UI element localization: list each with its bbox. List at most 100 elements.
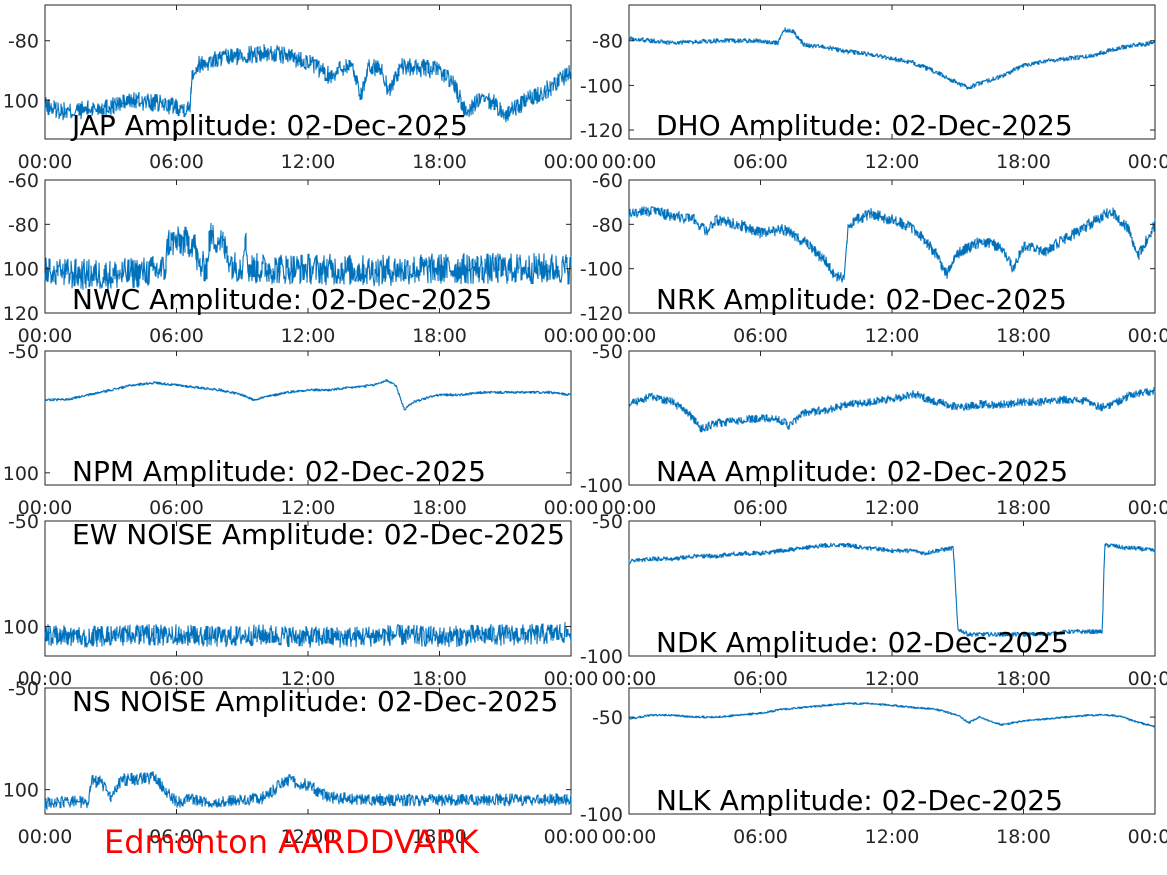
x-tick-label: 18:00 — [412, 151, 467, 173]
panel-title: NAA Amplitude: 02-Dec-2025 — [656, 455, 1068, 488]
x-tick-label: 00:00 — [602, 497, 657, 519]
x-tick-label: 12:00 — [865, 325, 920, 347]
y-tick-label: -100 — [580, 75, 623, 97]
series-line — [44, 379, 572, 411]
x-tick-label: 00:00 — [18, 668, 73, 690]
x-tick-label: 06:00 — [149, 325, 204, 347]
y-tick-label: -50 — [8, 511, 39, 533]
x-tick-label: 12:00 — [281, 151, 336, 173]
y-tick-label: -50 — [592, 707, 623, 729]
x-tick-label: 06:00 — [149, 151, 204, 173]
y-tick-label: -60 — [592, 170, 623, 192]
chart-panel: -60-80-100-12000:0006:0012:0018:0000:00N… — [580, 170, 1167, 347]
y-tick-label: -50 — [592, 341, 623, 363]
x-tick-label: 18:00 — [412, 497, 467, 519]
x-tick-label: 00:00 — [1128, 497, 1167, 519]
x-tick-label: 06:00 — [733, 497, 788, 519]
x-tick-label: 00:00 — [18, 497, 73, 519]
x-tick-label: 06:00 — [733, 826, 788, 848]
series-line — [628, 206, 1156, 283]
y-tick-label: -80 — [592, 31, 623, 53]
x-tick-label: 00:00 — [1128, 826, 1167, 848]
x-tick-label: 18:00 — [996, 151, 1051, 173]
y-tick-label: -100 — [580, 475, 623, 497]
x-tick-label: 00:00 — [602, 151, 657, 173]
panel-title: NS NOISE Amplitude: 02-Dec-2025 — [72, 685, 558, 718]
x-tick-label: 18:00 — [412, 668, 467, 690]
y-tick-label: -120 — [580, 120, 623, 142]
x-tick-label: 06:00 — [149, 826, 204, 848]
x-tick-label: 12:00 — [865, 826, 920, 848]
y-tick-label: -120 — [580, 303, 623, 325]
x-tick-label: 12:00 — [865, 668, 920, 690]
x-tick-label: 18:00 — [996, 497, 1051, 519]
y-tick-label: 100 — [3, 259, 39, 281]
y-tick-label: -60 — [8, 170, 39, 192]
panel-title: JAP Amplitude: 02-Dec-2025 — [70, 109, 468, 142]
y-tick-label: -50 — [592, 511, 623, 533]
x-tick-label: 18:00 — [996, 668, 1051, 690]
panel-title: NLK Amplitude: 02-Dec-2025 — [656, 784, 1063, 817]
y-tick-label: 120 — [3, 303, 39, 325]
y-tick-label: 100 — [3, 780, 39, 802]
x-tick-label: 00:00 — [544, 151, 599, 173]
series-line — [44, 771, 572, 810]
y-tick-label: -80 — [8, 214, 39, 236]
x-tick-label: 06:00 — [149, 668, 204, 690]
x-tick-label: 06:00 — [149, 497, 204, 519]
x-tick-label: 06:00 — [733, 151, 788, 173]
x-tick-label: 12:00 — [281, 497, 336, 519]
x-tick-label: 12:00 — [865, 497, 920, 519]
panel-title: NDK Amplitude: 02-Dec-2025 — [656, 626, 1069, 659]
x-tick-label: 12:00 — [865, 151, 920, 173]
x-tick-label: 00:00 — [602, 668, 657, 690]
chart-panel: -50 100 00:00 06:00 12:00 18:00 00:00 NS NOISE … — [3, 678, 599, 848]
y-tick-label: -50 — [8, 341, 39, 363]
y-tick-label: -100 — [580, 259, 623, 281]
x-tick-label: 00:00 — [1128, 668, 1167, 690]
x-tick-label: 00:00 — [18, 826, 73, 848]
chart-panel: -80 100 00:00 06:00 12:00 18:00 00:00 JAP Ampli… — [3, 4, 599, 173]
y-tick-label: 100 — [3, 616, 39, 638]
chart-panel: -50 100 00:00 06:00 12:00 18:00 00:00 EW NOISE … — [3, 511, 599, 690]
series-line — [628, 702, 1156, 728]
y-tick-label: -100 — [580, 804, 623, 826]
x-tick-label: 06:00 — [733, 325, 788, 347]
x-tick-label: 00:00 — [544, 325, 599, 347]
y-tick-label: -80 — [592, 214, 623, 236]
y-tick-label: -80 — [8, 31, 39, 53]
series-line — [628, 542, 1156, 638]
x-tick-label: 00:00 — [544, 826, 599, 848]
chart-panel: -50 100 00:00 06:00 12:00 18:00 00:00 NPM Ampli… — [3, 341, 599, 519]
chart-panel: -80 -100 -120 00:00 06:00 12:00 18:00 00:00 DHO … — [580, 4, 1167, 173]
x-tick-label: 12:00 — [281, 325, 336, 347]
x-tick-label: 00:00 — [602, 826, 657, 848]
x-tick-label: 18:00 — [412, 826, 467, 848]
panel-title: NWC Amplitude: 02-Dec-2025 — [72, 283, 492, 316]
x-tick-label: 00:00 — [1128, 325, 1167, 347]
y-tick-label: 100 — [3, 463, 39, 485]
x-tick-label: 18:00 — [996, 826, 1051, 848]
panel-title: NRK Amplitude: 02-Dec-2025 — [656, 283, 1067, 316]
y-tick-label: -50 — [8, 678, 39, 700]
x-tick-label: 18:00 — [996, 325, 1051, 347]
x-tick-label: 00:00 — [544, 668, 599, 690]
y-tick-label: 100 — [3, 90, 39, 112]
x-tick-label: 18:00 — [412, 325, 467, 347]
panel-title: NPM Amplitude: 02-Dec-2025 — [72, 455, 486, 488]
panel-title: EW NOISE Amplitude: 02-Dec-2025 — [72, 518, 565, 551]
footer-title: Edmonton AARDDVARK — [104, 823, 480, 861]
x-tick-label: 00:00 — [18, 325, 73, 347]
x-tick-label: 00:00 — [602, 325, 657, 347]
x-tick-label: 12:00 — [281, 826, 336, 848]
series-line — [44, 222, 572, 292]
panel-title: DHO Amplitude: 02-Dec-2025 — [656, 109, 1073, 142]
x-tick-label: 06:00 — [733, 668, 788, 690]
series-line — [44, 43, 572, 123]
x-tick-label: 00:00 — [18, 151, 73, 173]
x-tick-label: 00:00 — [544, 497, 599, 519]
